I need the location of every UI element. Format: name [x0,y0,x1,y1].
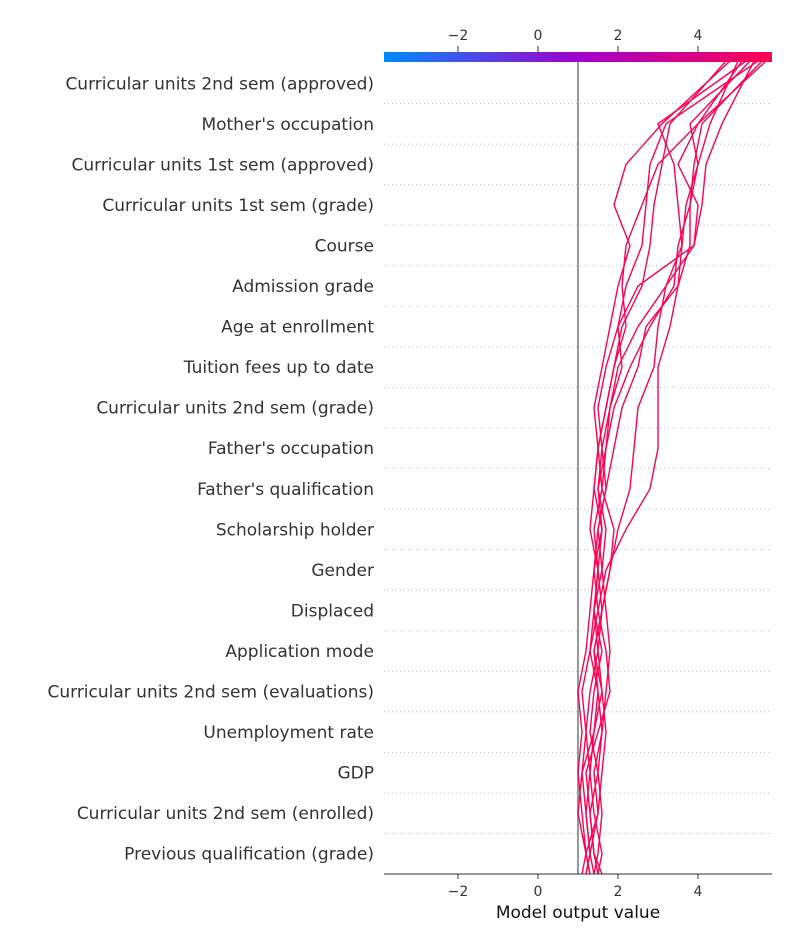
decision-line [589,60,743,875]
x-tick-label: −2 [448,884,469,900]
colorbar-tick-label: 2 [614,28,623,44]
decision-line [585,60,763,875]
x-tick-label: 2 [614,884,623,900]
feature-label: Unemployment rate [203,723,374,743]
x-axis-ticks: −2 0 2 4 [448,874,703,900]
colorbar-tick-label: −2 [448,28,469,44]
feature-label: Displaced [291,601,374,621]
feature-label: Father's qualification [197,480,374,500]
decision-lines [577,60,767,875]
colorbar-tick-label: 4 [694,28,703,44]
feature-label: Admission grade [232,277,374,297]
colorbar-ticks: −2 0 2 4 [448,28,703,52]
feature-label: Scholarship holder [216,520,374,540]
colorbar [384,52,772,62]
x-axis-label: Model output value [496,903,660,923]
decision-line [589,60,767,875]
feature-label: Gender [311,561,374,581]
x-tick-label: 0 [534,884,543,900]
feature-label: Curricular units 2nd sem (enrolled) [77,804,374,824]
feature-label: Father's occupation [208,439,374,459]
decision-line [589,60,751,875]
feature-label: Curricular units 1st sem (approved) [71,155,374,175]
feature-label: Curricular units 2nd sem (evaluations) [47,683,374,703]
feature-labels: Curricular units 2nd sem (approved) Mothe… [47,74,374,864]
colorbar-tick-label: 0 [534,28,543,44]
row-gridlines [384,103,772,834]
feature-label: Curricular units 2nd sem (approved) [65,74,374,94]
decision-line [581,60,755,875]
feature-label: Curricular units 1st sem (grade) [102,196,374,216]
feature-label: Previous qualification (grade) [124,845,374,865]
x-tick-label: 4 [694,884,703,900]
feature-label: Curricular units 2nd sem (grade) [96,399,374,419]
feature-label: Application mode [225,642,374,662]
decision-line [585,60,747,875]
feature-label: GDP [337,764,374,784]
feature-label: Mother's occupation [201,115,374,135]
feature-label: Age at enrollment [221,318,374,338]
feature-label: Course [315,236,374,256]
feature-label: Tuition fees up to date [183,358,374,378]
